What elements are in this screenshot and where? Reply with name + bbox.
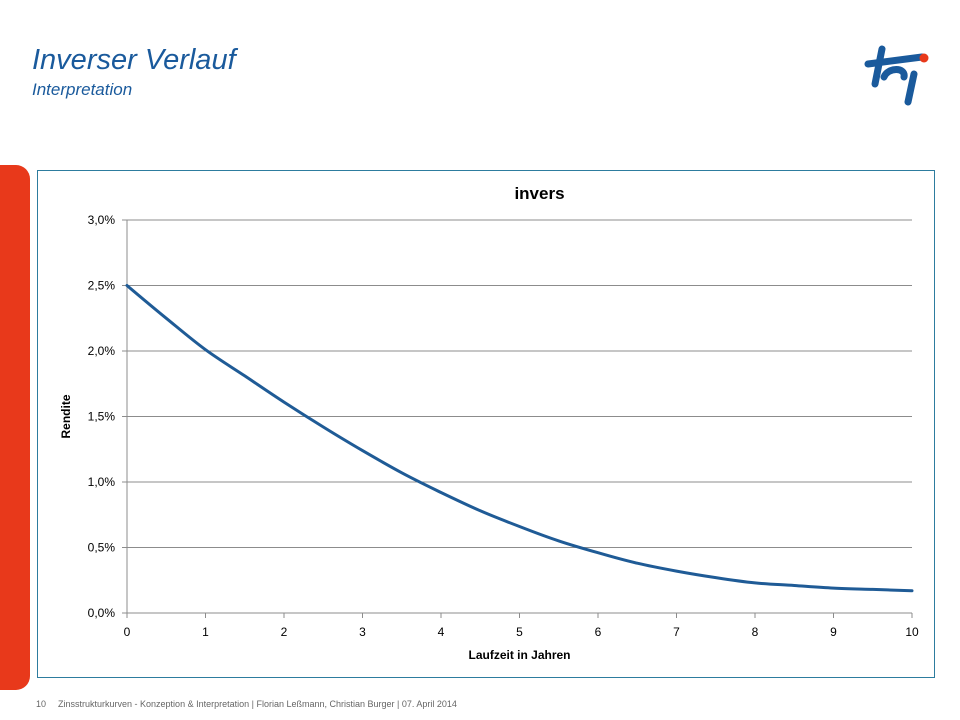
y-tick-label: 0,5% [88,541,116,555]
x-tick-label: 10 [905,625,919,639]
x-tick-label: 2 [281,625,288,639]
x-tick-label: 0 [124,625,131,639]
x-tick-label: 1 [202,625,209,639]
x-tick-label: 4 [438,625,445,639]
footer-text: Zinsstrukturkurven - Konzeption & Interp… [58,699,457,709]
chart-frame: invers 0,0% 0,5% 1,0% 1,5% 2,0% 2,5% 3,0% 0 1 2 3 4 5… [37,170,935,678]
y-tick-label: 3,0% [88,213,116,227]
y-tick-label: 0,0% [88,606,116,620]
x-tick-label: 6 [595,625,602,639]
x-tick-label: 8 [752,625,759,639]
y-tick-label: 1,0% [88,475,116,489]
series-line-0 [125,284,914,593]
y-tick-label: 2,5% [88,279,116,293]
x-tick-label: 7 [673,625,680,639]
page-number: 10 [36,699,47,709]
chart-svg: invers 0,0% 0,5% 1,0% 1,5% 2,0% 2,5% 3,0% 0 1 2 3 4 5… [59,184,919,662]
y-tick-label: 1,5% [88,410,116,424]
y-axis-title: Rendite [59,394,73,438]
x-tick-label: 5 [516,625,523,639]
x-tick-label: 9 [830,625,837,639]
slide-subtitle: Interpretation [32,80,133,99]
x-tick-label: 3 [359,625,366,639]
chart-title: invers [514,184,564,203]
slide-title: Inverser Verlauf [32,44,236,76]
accent-side-bar [0,165,30,690]
y-tick-label: 2,0% [88,344,116,358]
x-axis-title: Laufzeit in Jahren [468,648,570,662]
hj-logo-icon [864,45,929,106]
footer: 10 Zinsstrukturkurven - Konzeption & Inte… [36,699,457,709]
